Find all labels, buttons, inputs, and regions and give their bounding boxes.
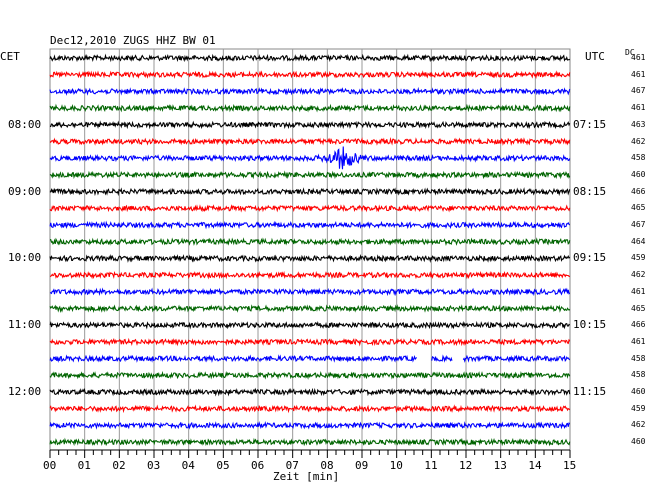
x-tick-label: 02 xyxy=(112,459,126,472)
dc-value-label: 462 xyxy=(631,420,646,430)
x-tick-label: 14 xyxy=(528,459,542,472)
trace-row-19 xyxy=(49,370,571,380)
trace-row-3 xyxy=(49,103,571,113)
dc-value-label: 458 xyxy=(631,153,646,163)
trace-row-4 xyxy=(49,120,571,130)
dc-value-label: 466 xyxy=(631,320,646,330)
x-tick-label: 12 xyxy=(459,459,473,472)
chart-header: Dec12,2010 ZUGS HHZ BW 01 xyxy=(50,34,216,47)
dc-value-label: 465 xyxy=(631,203,646,213)
dc-value-label: 461 xyxy=(631,286,646,296)
trace-row-11 xyxy=(49,237,571,246)
utc-axis-title: UTC xyxy=(585,50,605,63)
x-tick-label: 11 xyxy=(424,459,438,472)
utc-time-label: 09:15 xyxy=(573,251,607,265)
cet-time-label: 10:00 xyxy=(8,251,42,265)
x-axis-title: Zeit [min] xyxy=(273,470,340,483)
trace-row-2 xyxy=(49,86,571,96)
dc-value-label: 458 xyxy=(631,353,646,363)
trace-row-17 xyxy=(49,337,571,347)
dc-value-label: 459 xyxy=(631,253,646,263)
trace-row-15 xyxy=(49,304,571,314)
dc-value-label: 460 xyxy=(631,169,646,179)
trace-row-10 xyxy=(49,220,571,230)
dc-value-label: 463 xyxy=(631,119,646,129)
dc-value-label: 460 xyxy=(631,437,646,447)
cet-time-label: 08:00 xyxy=(8,117,42,131)
utc-time-label: 07:15 xyxy=(573,117,607,131)
x-tick-label: 06 xyxy=(251,459,265,472)
dc-column-title: DC xyxy=(625,48,635,57)
utc-time-label: 10:15 xyxy=(573,318,607,332)
x-tick-label: 10 xyxy=(389,459,403,472)
trace-row-23 xyxy=(49,437,571,447)
dc-value-label: 464 xyxy=(631,236,646,246)
dc-value-label: 461 xyxy=(631,69,646,79)
x-tick-label: 05 xyxy=(216,459,230,472)
trace-row-0 xyxy=(49,53,571,63)
trace-row-6 xyxy=(49,146,571,170)
x-tick-label: 15 xyxy=(563,459,577,472)
utc-time-label: 08:15 xyxy=(573,184,607,198)
trace-row-8 xyxy=(49,187,571,197)
utc-time-label: 11:15 xyxy=(573,385,607,398)
x-tick-label: 04 xyxy=(181,459,195,472)
trace-row-16 xyxy=(49,320,571,330)
trace-row-14 xyxy=(49,287,571,297)
dc-value-label: 458 xyxy=(631,370,646,380)
x-tick-label: 13 xyxy=(493,459,507,472)
x-tick-label: 07 xyxy=(285,459,299,472)
dc-value-label: 467 xyxy=(631,220,646,229)
dc-value-label: 461 xyxy=(631,103,646,113)
trace-row-5 xyxy=(49,136,571,146)
trace-row-22 xyxy=(49,421,571,430)
cet-time-label: 09:00 xyxy=(8,184,42,198)
x-tick-label: 01 xyxy=(77,459,91,472)
trace-row-20 xyxy=(49,387,571,397)
trace-row-21 xyxy=(49,404,571,414)
trace-row-1 xyxy=(49,70,571,80)
dc-value-label: 467 xyxy=(631,86,646,96)
dc-value-label: 466 xyxy=(631,186,646,196)
dc-value-label: 465 xyxy=(631,303,646,313)
trace-row-12 xyxy=(49,253,571,263)
x-tick-label: 00 xyxy=(43,459,57,472)
dc-value-label: 461 xyxy=(631,53,646,62)
x-tick-label: 09 xyxy=(355,459,369,472)
cet-axis-title: CET xyxy=(0,50,20,63)
x-tick-label: 03 xyxy=(147,459,161,472)
cet-time-label: 12:00 xyxy=(8,385,42,398)
trace-row-9 xyxy=(49,204,571,213)
dc-value-label: 462 xyxy=(631,136,646,146)
trace-row-13 xyxy=(49,270,571,280)
cet-time-label: 11:00 xyxy=(8,318,42,332)
dc-value-label: 461 xyxy=(631,336,646,346)
trace-row-7 xyxy=(49,170,571,180)
trace-row-18 xyxy=(49,354,571,363)
dc-value-label: 459 xyxy=(631,403,646,413)
x-tick-label: 08 xyxy=(320,459,334,472)
dc-value-label: 460 xyxy=(631,387,646,396)
dc-value-label: 462 xyxy=(631,270,646,280)
